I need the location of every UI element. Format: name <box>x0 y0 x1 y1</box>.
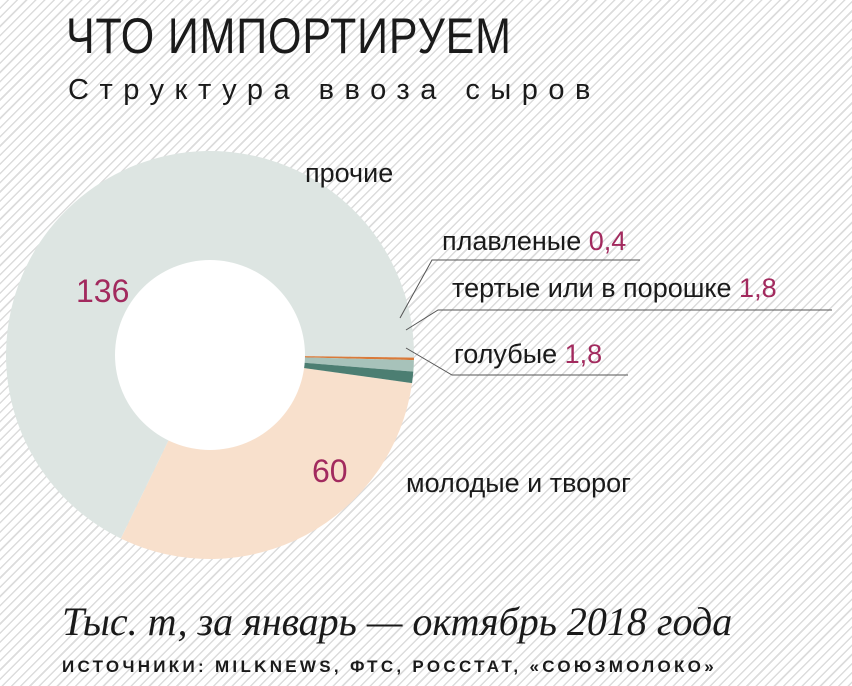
value-young: 60 <box>312 453 348 489</box>
label-grated-value: 1,8 <box>739 273 777 303</box>
label-processed: плавленые 0,4 <box>442 226 626 256</box>
chart-subtitle: Структура ввоза сыров <box>68 74 601 106</box>
label-grated: тертые или в порошке 1,8 <box>452 273 777 303</box>
label-young: молодые и творог <box>406 468 631 498</box>
donut-chart: прочие плавленые 0,4 тертые или в порошк… <box>6 151 832 559</box>
label-processed-name: плавленые <box>442 226 581 256</box>
leader-line-grated <box>405 309 832 331</box>
units-note: Тыс. т, за январь — октябрь 2018 года <box>62 599 733 644</box>
donut-hole <box>115 260 305 450</box>
value-other: 136 <box>76 273 129 309</box>
label-other: прочие <box>305 158 393 188</box>
leader-line-processed <box>399 259 640 319</box>
sources-note: ИСТОЧНИКИ: MILKNEWS, ФТС, РОССТАТ, «СОЮЗ… <box>62 657 717 676</box>
label-processed-value: 0,4 <box>589 226 627 256</box>
label-blue-value: 1,8 <box>565 339 603 369</box>
chart-title: ЧТО ИМПОРТИРУЕМ <box>66 8 512 64</box>
leader-line-blue <box>405 347 628 376</box>
label-grated-name: тертые или в порошке <box>452 273 732 303</box>
label-blue-name: голубые <box>454 339 557 369</box>
label-blue: голубые 1,8 <box>454 339 602 369</box>
